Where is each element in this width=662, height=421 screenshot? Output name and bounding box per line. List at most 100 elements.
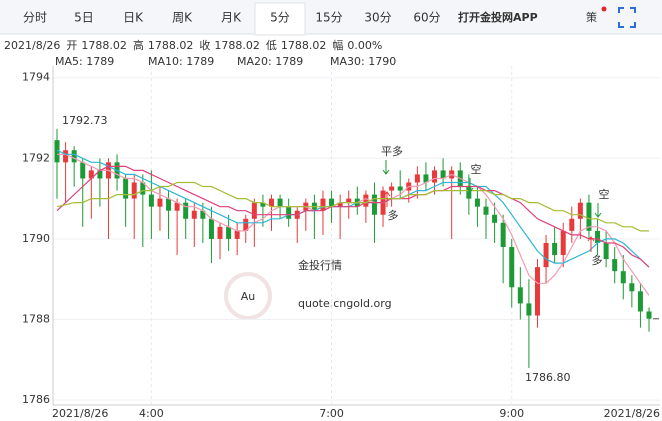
active-tab — [254, 2, 306, 36]
candle-body — [500, 222, 506, 247]
tab[interactable]: 15分 — [315, 11, 342, 25]
candle-body — [534, 267, 540, 316]
y-tick-label: 1790 — [22, 232, 50, 245]
low-label: 1786.80 — [525, 371, 571, 384]
tab[interactable]: 分时 — [23, 11, 47, 25]
x-tick-label: 9:00 — [499, 407, 524, 420]
candle-body — [423, 174, 429, 183]
candle-body — [63, 150, 69, 163]
app-link[interactable]: 打开金投网APP — [458, 10, 538, 24]
trade-signal: 空 — [471, 162, 482, 176]
legend-entry: MA5: 1789 — [55, 55, 114, 68]
info-label: 收 — [199, 38, 210, 52]
icon-corner — [618, 7, 624, 13]
tab[interactable]: 5分 — [270, 11, 290, 25]
signal-arrow-head — [382, 169, 390, 175]
info-line: 2021/8/26 开 1788.02 高 1788.02 收 1788.02 低 1788.0… — [4, 38, 382, 52]
candle-body — [243, 218, 249, 231]
info-value: 0.00% — [347, 39, 382, 52]
candle-body — [363, 194, 369, 207]
candle-body — [620, 271, 626, 284]
candle-body — [97, 170, 103, 179]
candle-body — [251, 202, 257, 219]
candle-body — [577, 202, 583, 219]
candle-body — [586, 202, 592, 231]
candle-body — [432, 170, 438, 183]
info-value: 1788.02 — [148, 39, 194, 52]
candle-body — [217, 226, 223, 239]
candle-body — [200, 210, 206, 219]
ma-line — [56, 181, 649, 232]
candle-body — [492, 214, 498, 223]
candle-body — [54, 140, 60, 163]
candle-body — [208, 218, 214, 239]
candle-body — [389, 186, 395, 191]
info-date: 2021/8/26 — [4, 39, 60, 52]
legend-entry: MA20: 1789 — [237, 55, 303, 68]
candle-body — [637, 291, 643, 312]
candle-body — [234, 230, 240, 239]
signal-arrow-head — [594, 212, 602, 218]
tab[interactable]: 30分 — [364, 11, 391, 25]
candle-body — [397, 186, 403, 191]
info-value: 1788.02 — [214, 39, 260, 52]
trade-signal: 多 — [388, 208, 399, 222]
info-value: 1788.02 — [81, 39, 127, 52]
candle-body — [191, 210, 197, 219]
fullscreen-icon[interactable] — [618, 7, 636, 28]
candle-body — [612, 259, 618, 272]
watermark-logo — [224, 272, 272, 320]
info-label: 开 — [66, 39, 77, 52]
candle-body — [414, 174, 420, 183]
high-label: 1792.73 — [62, 114, 108, 127]
trade-signal: 平多 — [381, 144, 403, 158]
candle-body — [260, 202, 266, 207]
candle-body — [560, 230, 566, 256]
candle-body — [174, 202, 180, 211]
trade-signal: 多 — [592, 253, 603, 267]
candle-body — [552, 242, 558, 256]
tab[interactable]: 日K — [123, 11, 144, 25]
signal-arrow-head — [587, 236, 595, 242]
candle-body — [123, 178, 129, 199]
ma-line — [56, 165, 650, 268]
candle-body — [569, 218, 575, 231]
candle-body — [157, 198, 163, 207]
candle-body — [371, 194, 377, 215]
info-label: 低 — [266, 39, 277, 52]
candle-body — [466, 186, 472, 199]
candle-body — [131, 182, 137, 199]
y-tick-label: 1788 — [22, 313, 50, 326]
y-tick-label: 1794 — [22, 71, 50, 84]
candle-body — [517, 287, 523, 304]
signal-arrow-head — [466, 187, 474, 193]
info-value: 1788.02 — [281, 39, 327, 52]
icon-corner — [630, 7, 636, 13]
candle-body — [183, 202, 189, 219]
x-tick-label: 2021/8/26 — [604, 407, 660, 420]
strategy-icon[interactable]: 策 — [586, 10, 597, 24]
candle-body — [526, 303, 532, 316]
x-tick-label: 2021/8/26 — [52, 407, 108, 420]
candle-body — [629, 283, 635, 292]
ma-line — [56, 149, 650, 268]
legend-entry: MA10: 1789 — [148, 55, 214, 68]
y-tick-label: 1786 — [22, 393, 50, 406]
signal-arrow-head — [383, 191, 391, 197]
x-tick-label: 7:00 — [319, 407, 344, 420]
tab-bar — [0, 0, 662, 34]
tab[interactable]: 60分 — [413, 11, 440, 25]
candle-body — [646, 311, 652, 319]
info-label: 幅 — [332, 39, 343, 52]
tab[interactable]: 月K — [221, 11, 242, 25]
tab[interactable]: 周K — [172, 11, 193, 25]
candle-body — [483, 206, 489, 215]
icon-corner — [630, 22, 636, 28]
tab[interactable]: 5日 — [74, 11, 94, 25]
watermark-url: quote.cngold.org — [298, 297, 392, 310]
candle-body — [166, 198, 172, 211]
watermark-name: 金投行情 — [298, 258, 342, 272]
candle-body — [509, 246, 515, 288]
candle-body — [346, 198, 352, 203]
candle-body — [80, 162, 86, 179]
